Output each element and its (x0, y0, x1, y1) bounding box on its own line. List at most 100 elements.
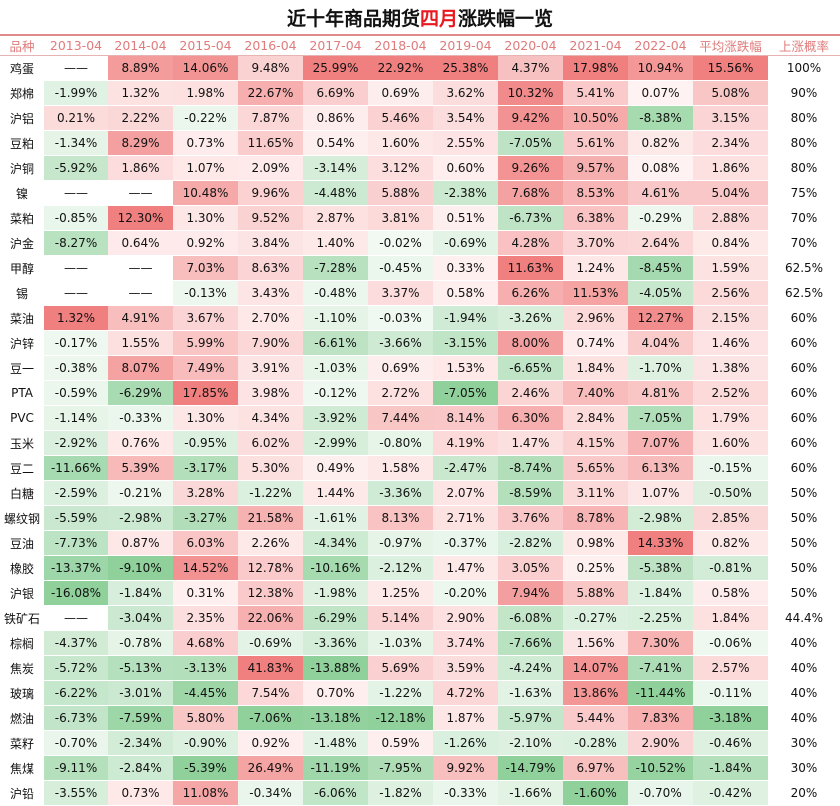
return-cell: 1.24% (563, 255, 628, 281)
return-cell: -5.38% (628, 555, 693, 581)
return-cell: -5.92% (44, 155, 108, 181)
return-cell: -0.90% (173, 730, 238, 756)
column-header: 2018-04 (368, 36, 433, 56)
return-cell: -6.61% (303, 330, 368, 356)
return-cell: 13.86% (563, 680, 628, 706)
rise-probability-cell: 60% (768, 380, 840, 406)
rise-probability-cell: 70% (768, 230, 840, 256)
average-return-cell: 0.58% (693, 580, 768, 606)
return-cell: 11.53% (563, 280, 628, 306)
return-cell: 3.67% (173, 305, 238, 331)
return-cell: -4.05% (628, 280, 693, 306)
return-cell: 7.44% (368, 405, 433, 431)
return-cell: 12.30% (108, 205, 173, 231)
return-cell: 9.48% (238, 55, 303, 81)
return-cell: -2.10% (498, 730, 563, 756)
return-cell: 8.89% (108, 55, 173, 81)
return-cell: -4.45% (173, 680, 238, 706)
table-row: 棕榈 -4.37% -0.78% 4.68% -0.69% -3.36% -1.03% 3.7… (0, 630, 840, 656)
return-cell: 17.98% (563, 55, 628, 81)
return-cell: -0.70% (44, 730, 108, 756)
table-row: 镍 —— —— 10.48% 9.96% -4.48% 5.88% -2.38% 7.68% 8.… (0, 180, 840, 206)
title-divider (0, 34, 840, 36)
return-cell: -6.06% (303, 780, 368, 806)
return-cell: 1.55% (108, 330, 173, 356)
return-cell: 5.65% (563, 455, 628, 481)
return-cell: 14.07% (563, 655, 628, 681)
return-cell: -7.95% (368, 755, 433, 781)
average-return-cell: -0.42% (693, 780, 768, 806)
return-cell: 11.63% (498, 255, 563, 281)
return-cell: 0.25% (563, 555, 628, 581)
return-cell: -7.66% (498, 630, 563, 656)
average-return-cell: 2.15% (693, 305, 768, 331)
return-cell: 2.87% (303, 205, 368, 231)
commodity-name: 沪铜 (0, 155, 44, 181)
table-row: 菜油 1.32% 4.91% 3.67% 2.70% -1.10% -0.03% -1.94%… (0, 305, 840, 331)
return-cell: 8.14% (433, 405, 498, 431)
return-cell: 9.96% (238, 180, 303, 206)
column-header: 2016-04 (238, 36, 303, 56)
table-row: 燃油 -6.73% -7.59% 5.80% -7.06% -13.18% -12.18% 1… (0, 705, 840, 731)
column-header: 上涨概率 (768, 36, 840, 56)
table-row: 焦煤 -9.11% -2.84% -5.39% 26.49% -11.19% -7.95% 9… (0, 755, 840, 781)
return-cell: -0.45% (368, 255, 433, 281)
return-cell: 1.87% (433, 705, 498, 731)
commodity-name: 焦煤 (0, 755, 44, 781)
table-header: 品种 2013-04 2014-04 2015-04 2016-04 2017-04 201… (0, 36, 840, 56)
return-cell: 0.70% (303, 680, 368, 706)
rise-probability-cell: 40% (768, 680, 840, 706)
return-cell: —— (44, 280, 108, 306)
return-cell: —— (108, 280, 173, 306)
return-cell: 6.03% (173, 530, 238, 556)
return-cell: 7.68% (498, 180, 563, 206)
return-cell: 7.07% (628, 430, 693, 456)
return-cell: 2.90% (433, 605, 498, 631)
rise-probability-cell: 80% (768, 130, 840, 156)
return-cell: 3.59% (433, 655, 498, 681)
return-cell: -0.20% (433, 580, 498, 606)
commodity-name: 镍 (0, 180, 44, 206)
return-cell: 25.99% (303, 55, 368, 81)
commodity-name: 橡胶 (0, 555, 44, 581)
commodity-name: 郑棉 (0, 80, 44, 106)
return-cell: 14.33% (628, 530, 693, 556)
table-row: 郑棉 -1.99% 1.32% 1.98% 22.67% 6.69% 0.69% 3.62% 1… (0, 80, 840, 106)
return-cell: 14.06% (173, 55, 238, 81)
rise-probability-cell: 20% (768, 780, 840, 806)
average-return-cell: -0.15% (693, 455, 768, 481)
return-cell: -7.05% (628, 405, 693, 431)
return-cell: -3.01% (108, 680, 173, 706)
return-cell: -0.33% (433, 780, 498, 806)
return-cell: 1.25% (368, 580, 433, 606)
return-cell: 4.34% (238, 405, 303, 431)
return-cell: -11.44% (628, 680, 693, 706)
return-cell: 11.65% (238, 130, 303, 156)
rise-probability-cell: 62.5% (768, 280, 840, 306)
return-cell: 4.19% (433, 430, 498, 456)
table-body: 鸡蛋 —— 8.89% 14.06% 9.48% 25.99% 22.92% 25.38% 4.… (0, 55, 840, 806)
return-cell: 6.02% (238, 430, 303, 456)
table-row: 豆油 -7.73% 0.87% 6.03% 2.26% -4.34% -0.97% -0.37… (0, 530, 840, 556)
return-cell: 6.26% (498, 280, 563, 306)
rise-probability-cell: 40% (768, 655, 840, 681)
return-cell: -3.17% (173, 455, 238, 481)
page: 近十年商品期货 四月 涨跌幅一览 品种 2013-04 2014-04 2015-04 20… (0, 8, 840, 806)
return-cell: -8.38% (628, 105, 693, 131)
rise-probability-cell: 62.5% (768, 255, 840, 281)
commodity-name: 沪锌 (0, 330, 44, 356)
column-header: 2017-04 (303, 36, 368, 56)
return-cell: -0.37% (433, 530, 498, 556)
return-cell: -8.74% (498, 455, 563, 481)
table-row: 沪铝 0.21% 2.22% -0.22% 7.87% 0.86% 5.46% 3.54% 9.… (0, 105, 840, 131)
return-cell: 1.32% (108, 80, 173, 106)
table-row: 甲醇 —— —— 7.03% 8.63% -7.28% -0.45% 0.33% 11.63% 1… (0, 255, 840, 281)
return-cell: 3.81% (368, 205, 433, 231)
rise-probability-cell: 50% (768, 555, 840, 581)
return-cell: 17.85% (173, 380, 238, 406)
return-cell: 5.61% (563, 130, 628, 156)
return-cell: 6.30% (498, 405, 563, 431)
return-cell: 0.74% (563, 330, 628, 356)
return-cell: 8.78% (563, 505, 628, 531)
return-cell: -8.45% (628, 255, 693, 281)
